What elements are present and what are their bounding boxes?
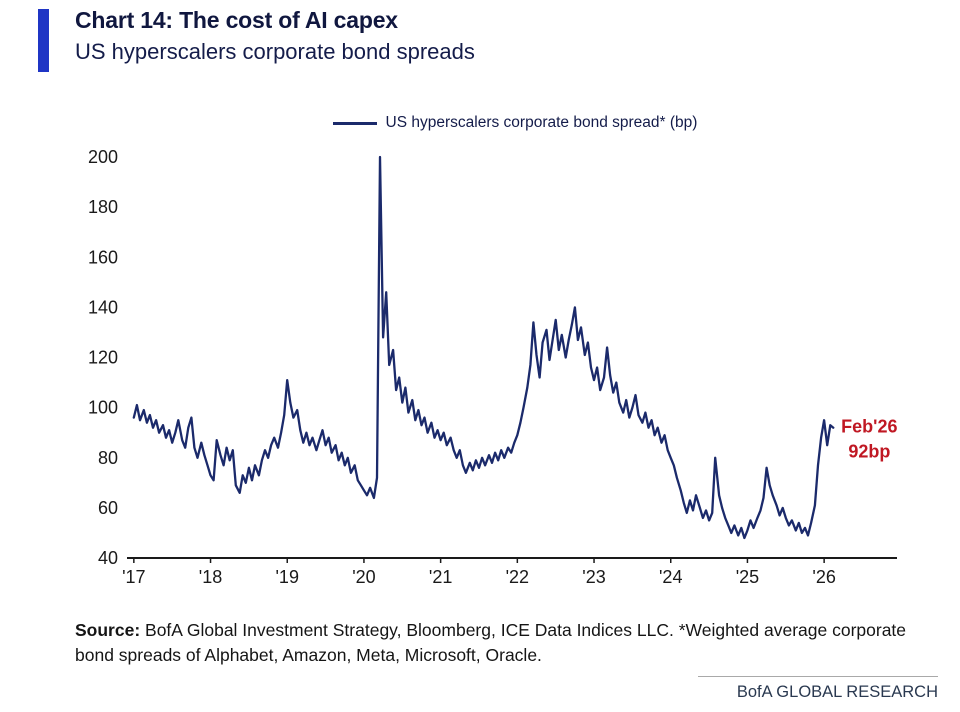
x-tick-label: '23 xyxy=(582,567,605,587)
y-tick-label: 40 xyxy=(98,548,118,568)
y-tick-label: 200 xyxy=(88,147,118,167)
series-line xyxy=(132,155,835,540)
legend: US hyperscalers corporate bond spread* (… xyxy=(130,112,900,134)
y-tick-label: 180 xyxy=(88,197,118,217)
source-note: Source: BofA Global Investment Strategy,… xyxy=(75,618,927,669)
x-tick-label: '22 xyxy=(506,567,529,587)
x-tick-label: '24 xyxy=(659,567,682,587)
annotation-label: Feb'26 xyxy=(841,417,897,437)
x-tick-label: '20 xyxy=(352,567,375,587)
x-tick-label: '17 xyxy=(122,567,145,587)
legend-line-swatch xyxy=(332,121,377,125)
annotation-value: 92bp xyxy=(848,442,890,462)
x-tick-label: '25 xyxy=(736,567,759,587)
y-tick-label: 80 xyxy=(98,448,118,468)
source-text: BofA Global Investment Strategy, Bloombe… xyxy=(75,620,907,666)
x-tick-label: '18 xyxy=(199,567,222,587)
chart-title: Chart 14: The cost of AI capex xyxy=(75,7,398,33)
research-brand: BofA GLOBAL RESEARCH xyxy=(698,676,938,702)
y-tick-label: 60 xyxy=(98,498,118,518)
legend-label: US hyperscalers corporate bond spread* (… xyxy=(385,114,698,131)
y-tick-label: 120 xyxy=(88,348,118,368)
y-tick-label: 140 xyxy=(88,297,118,317)
chart-subtitle: US hyperscalers corporate bond spreads xyxy=(75,39,475,64)
source-prefix: Source: xyxy=(75,620,141,640)
x-tick-label: '21 xyxy=(429,567,452,587)
x-tick-label: '19 xyxy=(276,567,299,587)
y-tick-label: 160 xyxy=(88,247,118,267)
accent-bar xyxy=(38,9,49,72)
x-tick-label: '26 xyxy=(812,567,835,587)
y-tick-label: 100 xyxy=(88,398,118,418)
